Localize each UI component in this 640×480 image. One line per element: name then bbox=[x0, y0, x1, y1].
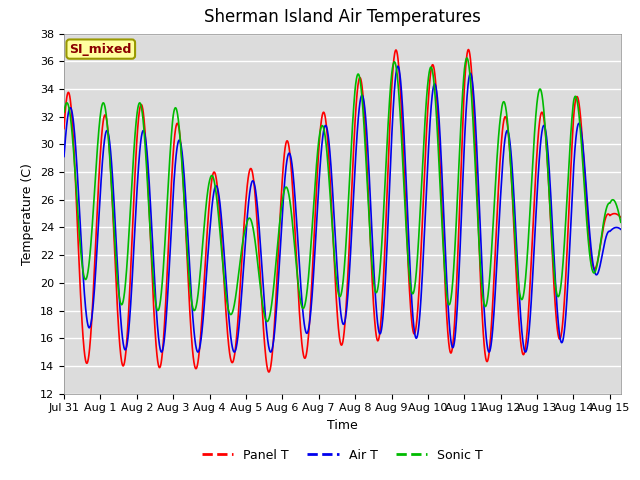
Y-axis label: Temperature (C): Temperature (C) bbox=[22, 163, 35, 264]
X-axis label: Time: Time bbox=[327, 419, 358, 432]
Title: Sherman Island Air Temperatures: Sherman Island Air Temperatures bbox=[204, 9, 481, 26]
Text: SI_mixed: SI_mixed bbox=[70, 43, 132, 56]
Legend: Panel T, Air T, Sonic T: Panel T, Air T, Sonic T bbox=[196, 444, 488, 467]
